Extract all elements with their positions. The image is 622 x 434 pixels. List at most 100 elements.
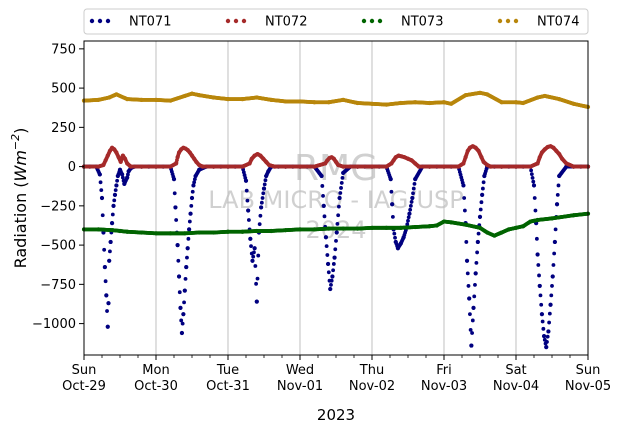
point-NT072 bbox=[551, 145, 556, 150]
point-NT071 bbox=[190, 189, 195, 194]
point-NT074 bbox=[485, 92, 490, 97]
point-NT073 bbox=[117, 228, 123, 234]
legend-item-NT072: NT072 bbox=[225, 15, 307, 30]
point-NT074 bbox=[463, 93, 468, 98]
point-NT071 bbox=[336, 213, 341, 218]
point-NT071 bbox=[108, 249, 112, 254]
point-NT071 bbox=[476, 231, 481, 236]
point-NT072 bbox=[211, 164, 216, 169]
legend-item-NT074: NT074 bbox=[497, 15, 579, 30]
legend-marker bbox=[105, 18, 111, 24]
point-NT072 bbox=[476, 148, 481, 153]
point-NT073 bbox=[297, 227, 303, 232]
point-NT071 bbox=[246, 208, 251, 213]
point-NT074 bbox=[398, 100, 403, 106]
point-NT071 bbox=[390, 214, 395, 219]
point-NT071 bbox=[258, 213, 263, 218]
point-NT072 bbox=[189, 153, 195, 158]
point-NT073 bbox=[441, 219, 447, 224]
point-NT071 bbox=[548, 302, 553, 307]
y-tick-label-0: 750 bbox=[51, 42, 76, 57]
point-NT074 bbox=[312, 100, 317, 105]
point-NT071 bbox=[246, 218, 251, 222]
point-NT073 bbox=[513, 225, 519, 230]
point-NT071 bbox=[553, 227, 558, 232]
point-NT072 bbox=[174, 161, 179, 166]
point-NT071 bbox=[110, 212, 115, 217]
point-NT074 bbox=[369, 101, 375, 106]
point-NT072 bbox=[114, 150, 119, 155]
point-NT072 bbox=[481, 159, 486, 164]
point-NT071 bbox=[177, 290, 182, 295]
y-tick-label-2: 250 bbox=[51, 121, 76, 136]
point-NT072 bbox=[112, 147, 117, 152]
y-tick-label-7: −1000 bbox=[32, 317, 76, 332]
legend-box bbox=[83, 8, 589, 35]
x-tick-date-1: Oct-30 bbox=[134, 379, 178, 394]
point-NT072 bbox=[513, 164, 519, 169]
x-tick-day-0: Sun bbox=[72, 363, 97, 378]
point-NT073 bbox=[153, 231, 159, 236]
point-NT071 bbox=[189, 195, 195, 201]
point-NT073 bbox=[225, 229, 231, 234]
point-NT071 bbox=[537, 273, 541, 278]
point-NT071 bbox=[111, 203, 116, 208]
point-NT074 bbox=[449, 101, 454, 106]
point-NT071 bbox=[263, 178, 268, 183]
legend-marker bbox=[89, 18, 95, 24]
series-NT072 bbox=[81, 144, 591, 169]
legend-marker bbox=[241, 18, 247, 24]
legend-label-NT072: NT072 bbox=[265, 15, 307, 30]
point-NT072 bbox=[176, 150, 182, 155]
point-NT071 bbox=[245, 198, 250, 203]
point-NT074 bbox=[283, 99, 288, 104]
point-NT071 bbox=[115, 173, 120, 179]
legend-marker bbox=[505, 18, 511, 24]
point-NT072 bbox=[247, 161, 252, 166]
point-NT072 bbox=[427, 164, 432, 169]
point-NT073 bbox=[139, 230, 144, 235]
point-NT074 bbox=[269, 97, 274, 102]
point-NT071 bbox=[393, 235, 397, 240]
point-NT074 bbox=[240, 96, 245, 102]
point-NT071 bbox=[479, 200, 484, 205]
point-NT071 bbox=[331, 262, 336, 266]
point-NT071 bbox=[329, 278, 334, 283]
point-NT072 bbox=[240, 164, 245, 169]
point-NT074 bbox=[571, 101, 576, 106]
point-NT071 bbox=[108, 239, 113, 245]
point-NT071 bbox=[102, 264, 107, 270]
legend-marker bbox=[225, 18, 231, 24]
point-NT071 bbox=[546, 329, 551, 334]
point-NT071 bbox=[261, 191, 266, 196]
point-NT071 bbox=[331, 268, 336, 273]
point-NT073 bbox=[369, 225, 375, 230]
point-NT074 bbox=[427, 100, 432, 106]
y-axis-label-prefix: Radiation ( bbox=[11, 181, 30, 268]
point-NT074 bbox=[107, 95, 112, 100]
point-NT071 bbox=[261, 186, 267, 191]
point-NT071 bbox=[532, 196, 537, 200]
point-NT073 bbox=[254, 228, 259, 234]
point-NT073 bbox=[485, 230, 490, 235]
point-NT072 bbox=[456, 164, 461, 169]
point-NT071 bbox=[462, 196, 467, 200]
point-NT071 bbox=[103, 279, 108, 284]
point-NT071 bbox=[539, 302, 544, 307]
point-NT071 bbox=[189, 203, 194, 208]
y-tick-label-3: 0 bbox=[68, 160, 76, 175]
point-NT074 bbox=[153, 97, 159, 102]
point-NT071 bbox=[472, 294, 477, 299]
point-NT074 bbox=[535, 95, 540, 100]
point-NT071 bbox=[477, 214, 483, 219]
point-NT073 bbox=[398, 225, 403, 230]
point-NT071 bbox=[99, 188, 104, 193]
point-NT071 bbox=[328, 286, 333, 292]
point-NT071 bbox=[550, 274, 555, 279]
point-NT072 bbox=[384, 164, 389, 169]
point-NT071 bbox=[262, 182, 267, 187]
point-NT071 bbox=[326, 270, 331, 275]
point-NT073 bbox=[528, 219, 533, 224]
point-NT071 bbox=[320, 184, 325, 188]
